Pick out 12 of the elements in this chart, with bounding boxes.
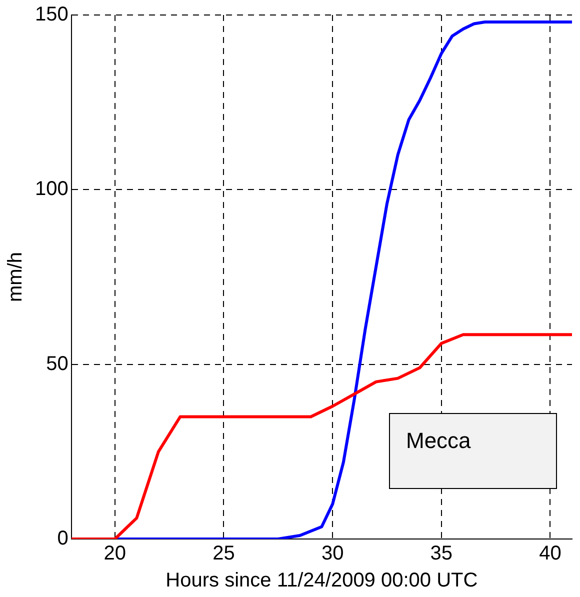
y-tick-label: 150 [34,4,68,26]
x-axis-title: Hours since 11/24/2009 00:00 UTC [166,570,478,592]
x-tick-label: 40 [539,542,562,565]
x-tick-label: 25 [212,542,235,565]
y-axis-title: mm/h [4,252,27,302]
y-tick-label: 0 [57,528,68,550]
x-tick-label: 20 [104,542,126,565]
x-tick-label: 35 [430,542,453,565]
y-tick-label: 100 [34,178,68,200]
y-tick-label: 50 [46,352,68,375]
x-tick-label: 30 [321,542,344,565]
label-box: Mecca [389,413,557,489]
